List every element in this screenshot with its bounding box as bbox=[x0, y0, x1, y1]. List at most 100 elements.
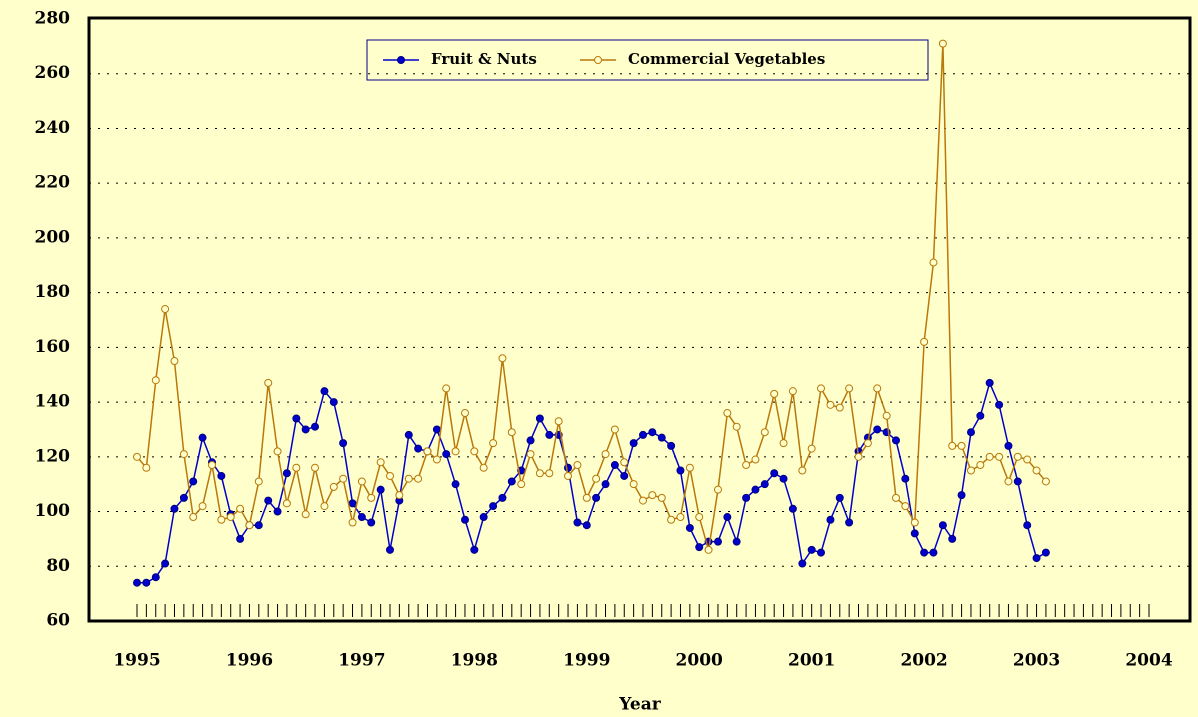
point bbox=[367, 493, 376, 502]
y-tick-label: 260 bbox=[35, 63, 71, 83]
point bbox=[189, 513, 198, 522]
series-line bbox=[136, 43, 1047, 551]
point bbox=[788, 504, 797, 513]
point bbox=[1032, 466, 1041, 475]
point bbox=[657, 433, 666, 442]
x-tick-label: 2000 bbox=[676, 651, 723, 671]
x-tick-label: 1996 bbox=[226, 651, 273, 671]
point bbox=[826, 515, 835, 524]
point bbox=[545, 430, 554, 439]
point bbox=[479, 463, 488, 472]
point bbox=[1004, 441, 1013, 450]
point bbox=[873, 384, 882, 393]
point bbox=[938, 521, 947, 530]
point bbox=[198, 433, 207, 442]
point bbox=[1041, 548, 1050, 557]
point bbox=[948, 441, 957, 450]
point bbox=[535, 414, 544, 423]
point bbox=[1004, 477, 1013, 486]
point bbox=[376, 458, 385, 467]
point bbox=[133, 452, 141, 461]
point bbox=[929, 258, 938, 267]
point bbox=[742, 461, 751, 470]
point bbox=[629, 480, 638, 489]
point bbox=[507, 428, 516, 437]
point bbox=[1013, 477, 1022, 486]
point bbox=[957, 441, 966, 450]
y-tick-label: 60 bbox=[46, 611, 70, 631]
y-tick-label: 100 bbox=[35, 501, 71, 521]
y-tick-label: 140 bbox=[35, 392, 71, 412]
y-tick-label: 160 bbox=[35, 337, 71, 357]
point bbox=[489, 439, 498, 448]
point bbox=[1023, 521, 1032, 530]
point bbox=[910, 518, 919, 527]
point bbox=[639, 430, 647, 439]
y-tick-label: 180 bbox=[35, 282, 71, 302]
point bbox=[723, 409, 732, 418]
point bbox=[301, 425, 310, 434]
point bbox=[920, 548, 929, 557]
point bbox=[208, 461, 217, 470]
point bbox=[610, 425, 619, 434]
point bbox=[282, 469, 291, 478]
y-tick-label: 120 bbox=[35, 446, 71, 466]
point bbox=[845, 518, 854, 527]
point bbox=[151, 376, 160, 385]
legend-marker bbox=[397, 56, 405, 64]
point bbox=[967, 428, 976, 437]
point bbox=[835, 493, 844, 502]
point bbox=[442, 450, 451, 459]
point bbox=[648, 428, 657, 437]
point bbox=[929, 548, 938, 557]
point bbox=[714, 485, 723, 494]
point bbox=[329, 482, 338, 491]
point bbox=[816, 548, 825, 557]
legend-marker bbox=[594, 56, 602, 64]
point bbox=[254, 477, 263, 486]
plot-frame bbox=[87, 16, 1192, 623]
series-line bbox=[137, 380, 1047, 584]
point bbox=[732, 422, 741, 431]
point bbox=[133, 578, 141, 587]
point bbox=[386, 545, 394, 554]
x-axis-label: Year bbox=[618, 695, 661, 715]
point bbox=[264, 496, 273, 505]
point bbox=[1041, 477, 1050, 486]
point bbox=[470, 545, 479, 554]
point bbox=[910, 529, 919, 538]
point bbox=[685, 463, 694, 472]
point bbox=[339, 439, 348, 448]
point bbox=[620, 471, 629, 480]
point bbox=[507, 477, 516, 486]
point bbox=[816, 384, 825, 393]
point bbox=[348, 499, 357, 508]
point bbox=[236, 534, 245, 543]
point bbox=[667, 441, 676, 450]
point bbox=[189, 477, 198, 486]
point bbox=[601, 480, 610, 489]
y-tick-label: 200 bbox=[35, 227, 71, 247]
point bbox=[386, 471, 394, 480]
y-tick-label: 280 bbox=[35, 9, 71, 29]
point bbox=[938, 39, 947, 48]
point bbox=[254, 521, 263, 530]
point bbox=[845, 384, 854, 393]
point bbox=[329, 398, 338, 407]
point bbox=[760, 480, 769, 489]
point bbox=[639, 496, 647, 505]
x-tick-label: 1997 bbox=[338, 651, 385, 671]
point bbox=[901, 502, 910, 511]
point bbox=[245, 521, 254, 530]
point bbox=[161, 305, 170, 314]
point bbox=[620, 458, 629, 467]
y-tick-label: 80 bbox=[46, 556, 70, 576]
point bbox=[1032, 554, 1041, 563]
point bbox=[217, 515, 226, 524]
point bbox=[854, 452, 863, 461]
point bbox=[742, 493, 751, 502]
point bbox=[526, 436, 535, 445]
point bbox=[648, 491, 657, 500]
point bbox=[179, 450, 188, 459]
